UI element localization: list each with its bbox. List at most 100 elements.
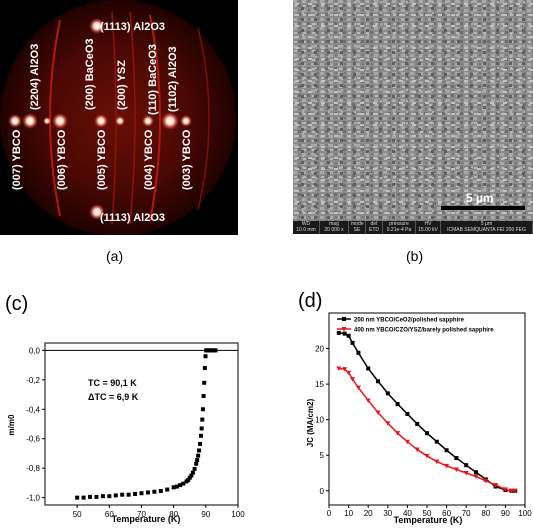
data-point	[385, 391, 390, 396]
data-point	[366, 366, 371, 371]
data-point	[463, 471, 469, 476]
annotation-tc: TC = 90,1 K	[88, 378, 137, 388]
x-tick-label: 50	[423, 509, 432, 518]
x-tick-label: 90	[501, 509, 510, 518]
xrd-spot	[89, 18, 105, 34]
data-point	[197, 448, 202, 453]
info-cell: pressure 9.21e-4 Pa	[383, 221, 416, 234]
y-tick-label: -0,4	[26, 405, 40, 414]
x-tick-label: 20	[364, 509, 373, 518]
y-tick-label: -0,8	[26, 464, 40, 473]
data-point	[126, 492, 131, 497]
data-point	[100, 494, 105, 499]
sem-info-bar: WD 10.0 mm mag 20 000 x mode SE det ETD pres…	[293, 221, 533, 234]
x-tick-label: 70	[137, 510, 146, 519]
info-cell: mag 20 000 x	[320, 221, 349, 234]
xrd-label: (110) BaCeO3	[147, 44, 159, 115]
xrd-label: (200) BaCeO3	[84, 38, 96, 110]
data-point	[342, 367, 348, 372]
x-tick-label: 80	[169, 510, 178, 519]
data-point	[199, 426, 204, 431]
xrd-label: (004) YBCO	[143, 129, 155, 190]
info-cell: WD 10.0 mm	[293, 221, 320, 234]
series-line	[338, 367, 516, 492]
chart-magnetization: 50 60 70 80 90 100 0,0 -0,2 -0,4 -0,6 -0,8 -1,0 TC …	[7, 342, 245, 524]
legend-label: 200 nm YBCO/CeO2/polished sapphire	[354, 318, 465, 324]
legend-marker	[341, 327, 347, 332]
data-point	[198, 441, 203, 446]
xrd-pattern-svg: (1113) Al2O3 (2204) Al2O3 (007) YBCO (00…	[0, 0, 236, 235]
xrd-spot	[94, 114, 108, 128]
x-tick-label: 90	[201, 510, 210, 519]
data-point	[336, 366, 342, 371]
data-point	[120, 492, 125, 497]
sem-texture	[293, 0, 533, 234]
xrd-label: (003) YBCO	[181, 129, 193, 190]
data-point	[196, 453, 201, 458]
plot-frame	[328, 312, 526, 506]
xrd-label: (2204) Al2O3	[29, 44, 41, 110]
xrd-spot	[43, 117, 51, 125]
data-point	[81, 495, 86, 500]
scale-bar	[441, 206, 525, 210]
xrd-label: (1113) Al2O3	[100, 212, 165, 224]
data-point	[192, 466, 197, 471]
xrd-arc	[111, 11, 117, 225]
data-point	[202, 380, 207, 385]
data-point	[171, 485, 176, 490]
data-point	[355, 385, 361, 391]
caption-a: (a)	[106, 248, 124, 264]
data-point	[375, 410, 381, 416]
xrd-arc	[149, 14, 161, 222]
data-point	[453, 467, 459, 472]
data-point	[201, 394, 206, 399]
xrd-spot	[8, 114, 22, 128]
xrd-spot	[161, 112, 179, 130]
data-point	[178, 483, 183, 488]
sem-image: 5 µm WD 10.0 mm mag 20 000 x mode SE det ETD…	[293, 0, 533, 234]
info-cell: 5 µm ICMAB SEMQUANTA FEI 200 FEG	[441, 221, 533, 234]
data-point	[405, 411, 410, 416]
data-point	[483, 478, 489, 484]
data-point	[414, 447, 420, 453]
x-tick-label: 30	[383, 509, 392, 518]
y-axis-label: m/m0	[7, 414, 16, 435]
data-point	[174, 484, 179, 489]
data-point	[165, 487, 170, 492]
x-tick-label: 80	[481, 509, 490, 518]
x-tick-label: 100	[518, 509, 532, 518]
data-point	[473, 474, 479, 480]
chart-critical-current: 0 10 20 30 40 50 60 70 80 90 100 0 5 10 15 20 200 nm YB…	[306, 312, 532, 525]
x-tick-label: 50	[73, 510, 82, 519]
x-tick-label: 0	[327, 509, 332, 518]
data-point	[346, 333, 351, 338]
data-point	[200, 407, 205, 412]
xrd-label: (005) YBCO	[96, 129, 108, 190]
xrd-label: (200) YSZ	[116, 60, 128, 110]
y-tick-label: 10	[315, 416, 324, 425]
xrd-spot	[22, 113, 38, 129]
y-tick-label: 15	[315, 380, 324, 389]
data-point	[350, 340, 355, 345]
data-point	[189, 473, 194, 478]
scale-bar-label: 5 µm	[466, 191, 494, 205]
x-tick-label: 10	[344, 509, 353, 518]
data-point	[145, 490, 150, 495]
y-tick-label: -0,6	[26, 435, 40, 444]
data-point	[133, 491, 138, 496]
info-cell: HV 15.00 kV	[416, 221, 441, 234]
data-point	[424, 453, 430, 459]
xrd-spot	[89, 204, 105, 220]
data-point	[454, 456, 459, 461]
annotation-dtc: ΔTC = 6,9 K	[88, 392, 139, 402]
data-point	[385, 421, 391, 426]
data-point	[336, 330, 341, 335]
data-point	[502, 487, 508, 492]
info-cell: mode SE	[349, 221, 366, 234]
data-point	[94, 494, 99, 499]
x-tick-label: 70	[462, 509, 471, 518]
data-point	[190, 470, 195, 475]
data-point	[508, 488, 514, 494]
xrd-pattern-image: (1113) Al2O3 (2204) Al2O3 (007) YBCO (00…	[0, 0, 238, 235]
data-point	[346, 370, 352, 376]
